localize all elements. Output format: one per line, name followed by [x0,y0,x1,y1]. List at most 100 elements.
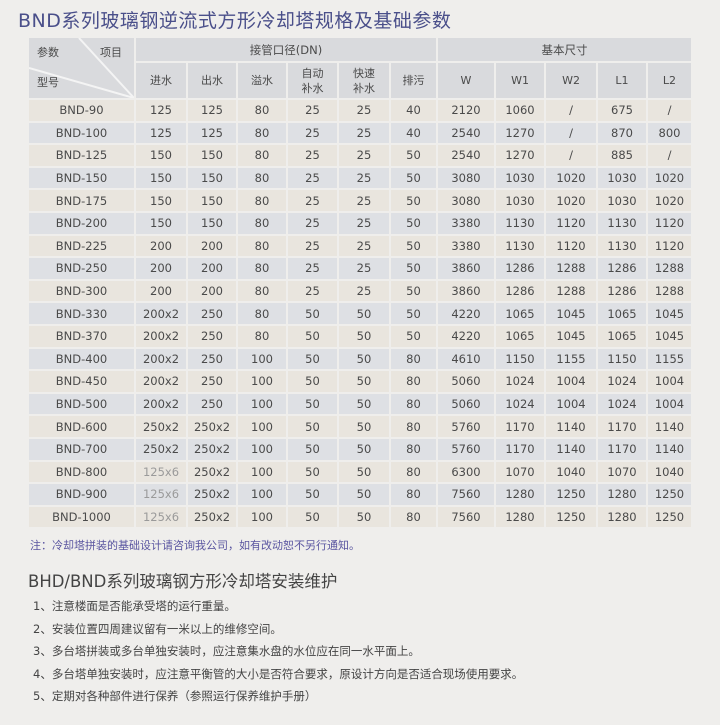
value-cell: 1065 [496,325,544,347]
value-cell: 250x2 [188,484,236,505]
value-cell: 200 [136,280,186,302]
value-cell: 50 [391,258,436,279]
model-cell: BND-175 [29,190,134,211]
table-row: BND-900 125x6 250x2 100 50 50 80 7560 1280 1250 12… [29,484,691,505]
value-cell: 1045 [648,325,691,347]
value-cell: 1130 [598,235,646,257]
value-cell: 150 [188,167,236,189]
value-cell: 25 [288,167,337,189]
value-cell: 885 [598,145,646,166]
value-cell: 3080 [438,190,494,211]
value-cell: 6300 [438,461,494,483]
value-cell: 50 [339,484,389,505]
value-cell: 125 [188,122,236,144]
value-cell: 1020 [546,167,596,189]
value-cell: 25 [339,212,389,234]
model-cell: BND-400 [29,348,134,370]
value-cell: 200x2 [136,348,186,370]
value-cell: 1250 [546,506,596,528]
value-cell: 5760 [438,438,494,460]
value-cell: 2120 [438,100,494,121]
value-cell: 1030 [598,167,646,189]
value-cell: 870 [598,122,646,144]
value-cell: 100 [238,393,286,415]
value-cell: 100 [238,484,286,505]
value-cell: 3080 [438,167,494,189]
value-cell: 150 [188,190,236,211]
value-cell: 1120 [648,212,691,234]
value-cell: 1170 [598,438,646,460]
value-cell: 80 [391,371,436,392]
corner-params-label: 参数 [37,46,59,59]
value-cell: 80 [391,461,436,483]
value-cell: 1004 [546,371,596,392]
value-cell: 50 [339,461,389,483]
value-cell: 1065 [598,303,646,324]
value-cell: 25 [339,190,389,211]
value-cell: 1155 [546,348,596,370]
value-cell: 1170 [598,416,646,437]
column-header: 排污 [391,63,436,98]
list-item: 4、多台塔单独安装时，应注意平衡管的大小是否符合要求，原设计方向是否适合现场使用… [33,666,524,681]
value-cell: 3860 [438,280,494,302]
value-cell: 40 [391,100,436,121]
value-cell: 1060 [496,100,544,121]
maintenance-list: 1、注意楼面是否能承受塔的运行重量。 2、安装位置四周建议留有一米以上的维修空间… [33,598,523,711]
table-row: BND-370 200x2 250 80 50 50 50 4220 1065 1045 1065 1… [29,325,691,347]
value-cell: 100 [238,348,286,370]
value-cell: 150 [188,145,236,166]
value-cell: 1045 [546,325,596,347]
value-cell: 1250 [648,484,691,505]
column-header: 出水 [188,63,236,98]
value-cell: 1024 [598,371,646,392]
value-cell: 1020 [648,167,691,189]
value-cell: 80 [238,190,286,211]
value-cell: 1140 [648,416,691,437]
value-cell: 1045 [546,303,596,324]
value-cell: 25 [339,145,389,166]
value-cell: 250 [188,371,236,392]
model-cell: BND-370 [29,325,134,347]
model-cell: BND-450 [29,371,134,392]
value-cell: 1250 [648,506,691,528]
value-cell: 5760 [438,416,494,437]
value-cell: 50 [391,303,436,324]
value-cell: 125x6 [136,484,186,505]
model-cell: BND-600 [29,416,134,437]
table-row: BND-500 200x2 250 100 50 50 80 5060 1024 1004 1024… [29,393,691,415]
value-cell: 4220 [438,325,494,347]
value-cell: 80 [391,506,436,528]
model-cell: BND-300 [29,280,134,302]
value-cell: 1170 [496,438,544,460]
value-cell: 1288 [648,280,691,302]
value-cell: 7560 [438,506,494,528]
table-row: BND-90 125 125 80 25 25 40 2120 1060/675/ [29,100,691,121]
value-cell: 200 [136,235,186,257]
model-cell: BND-90 [29,100,134,121]
value-cell: 150 [136,190,186,211]
value-cell: 250x2 [188,506,236,528]
value-cell: 5060 [438,393,494,415]
value-cell: 50 [288,506,337,528]
table-row: BND-100 125 125 80 25 25 40 2540 1270/870 800 [29,122,691,144]
value-cell: 25 [288,235,337,257]
value-cell: 25 [288,258,337,279]
value-cell: 80 [238,325,286,347]
value-cell: 80 [238,167,286,189]
value-cell: 1030 [496,190,544,211]
value-cell: 25 [288,145,337,166]
value-cell: 25 [288,122,337,144]
table-row: BND-330 200x2 250 80 50 50 50 4220 1065 1045 1065 1… [29,303,691,324]
value-cell: 50 [339,393,389,415]
value-cell: 3380 [438,235,494,257]
value-cell: 50 [339,506,389,528]
value-cell: 2540 [438,145,494,166]
value-cell: 1020 [648,190,691,211]
value-cell: 25 [339,258,389,279]
value-cell: 1030 [496,167,544,189]
value-cell: 1170 [496,416,544,437]
table-row: BND-125 150 150 80 25 25 50 2540 1270/885/ [29,145,691,166]
value-cell: 2540 [438,122,494,144]
value-cell: 1140 [546,416,596,437]
value-cell: 25 [339,100,389,121]
